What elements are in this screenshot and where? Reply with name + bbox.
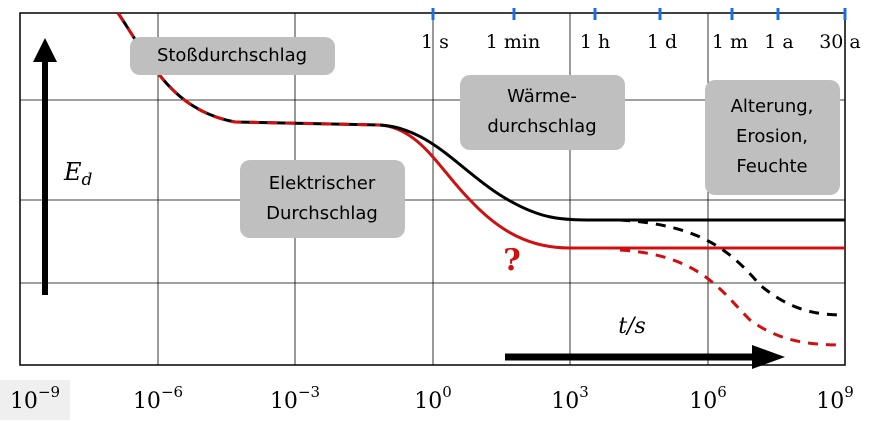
- time-mark: 1 s: [421, 31, 449, 53]
- tick-exp: 3: [579, 383, 589, 401]
- tick-exp: −9: [38, 383, 60, 401]
- arrows: [33, 38, 785, 369]
- tick-base: 10: [10, 389, 38, 414]
- tick-base: 10: [133, 389, 161, 414]
- box: [130, 37, 335, 75]
- box-label: Durchschlag: [266, 203, 378, 224]
- tick-base: 10: [414, 389, 442, 414]
- tick-base: 10: [816, 389, 844, 414]
- box: [460, 75, 625, 150]
- x-tick-label: 10−3: [270, 383, 320, 414]
- tick-exp: 0: [442, 383, 452, 401]
- time-mark: 1 h: [580, 31, 610, 53]
- time-mark: 1 min: [486, 31, 540, 53]
- y-label-sub: d: [82, 170, 93, 190]
- tick-base: 10: [689, 389, 717, 414]
- x-label: t/s: [618, 314, 646, 339]
- tick-base: 10: [270, 389, 298, 414]
- box-label: Feuchte: [736, 156, 807, 177]
- box: [705, 80, 840, 195]
- box-label: Stoßdurchschlag: [157, 45, 307, 66]
- time-mark: 1 d: [647, 31, 677, 53]
- x-tick-label: 10−9: [10, 383, 60, 414]
- tick-exp: 9: [844, 383, 854, 401]
- x-tick-label: 106: [689, 383, 727, 414]
- x-tick-label: 103: [551, 383, 589, 414]
- time-mark: 30 a: [819, 31, 861, 53]
- x-tick-label: 10−6: [133, 383, 183, 414]
- curves: [116, 12, 846, 347]
- question-mark: ?: [503, 243, 521, 278]
- box-label: Alterung,: [731, 96, 814, 117]
- tick-exp: −6: [161, 383, 183, 401]
- box: [240, 160, 405, 238]
- box-label: durchschlag: [487, 116, 596, 137]
- tick-exp: 6: [717, 383, 727, 401]
- time-mark: 1 a: [764, 31, 793, 53]
- tick-exp: −3: [298, 383, 320, 401]
- y-label: Ed: [63, 158, 93, 190]
- box-label: Erosion,: [736, 126, 808, 147]
- x-tick-label: 100: [414, 383, 452, 414]
- box-label: Wärme-: [507, 86, 577, 107]
- y-label-main: E: [63, 158, 82, 186]
- x-tick-label: 109: [816, 383, 854, 414]
- time-ticks: [431, 8, 847, 20]
- box-label: Elektrischer: [269, 173, 376, 194]
- tick-highlight: [0, 380, 70, 420]
- time-mark: 1 m: [712, 31, 748, 53]
- tick-base: 10: [551, 389, 579, 414]
